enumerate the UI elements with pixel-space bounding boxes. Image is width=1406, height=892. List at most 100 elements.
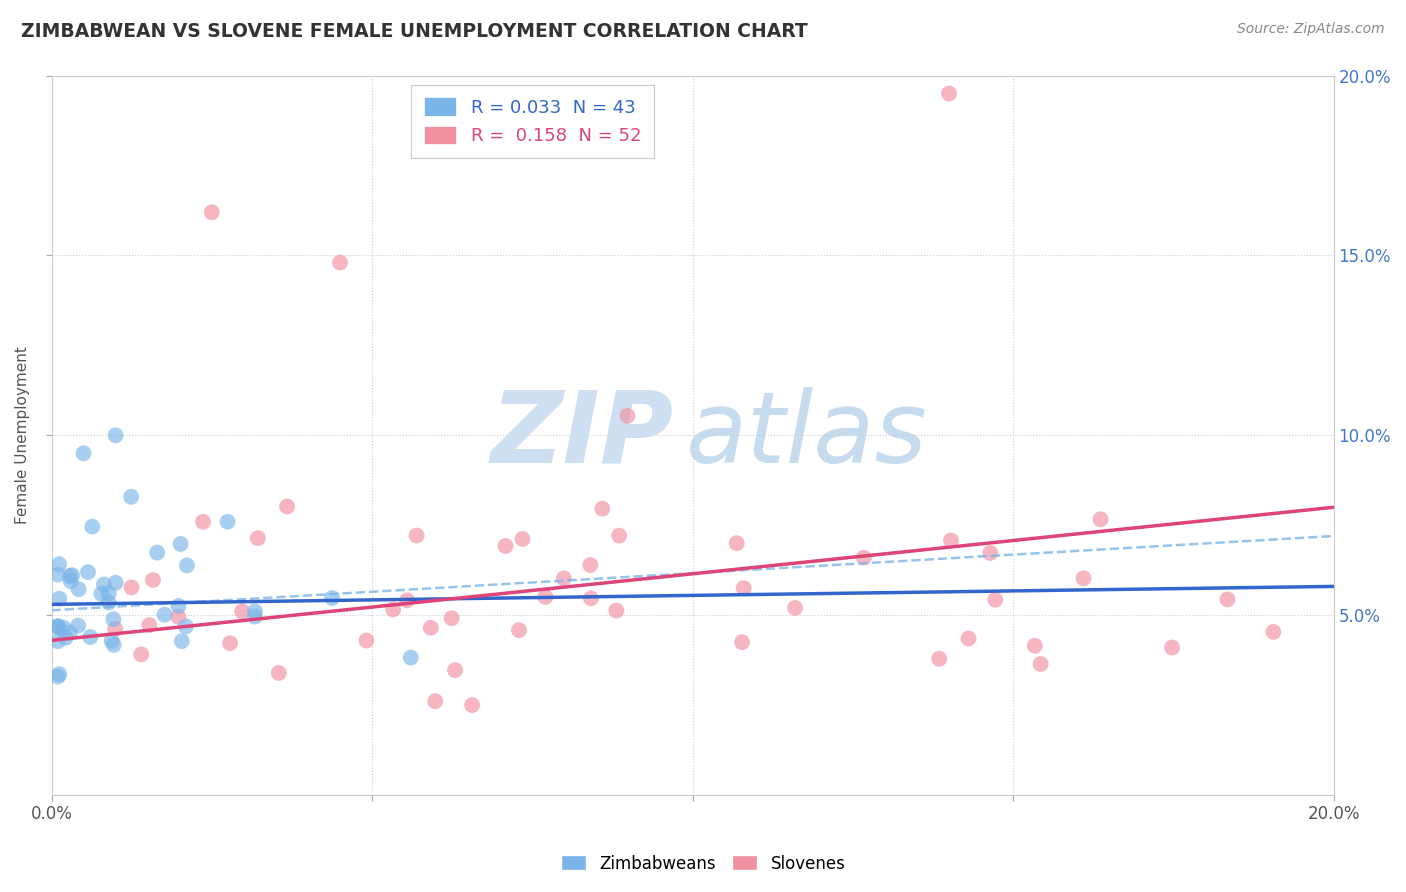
Point [979, 546, 1001, 560]
Point [46, 619, 69, 633]
Point [329, 255, 352, 269]
Point [104, 428, 127, 442]
Point [419, 621, 441, 635]
Point [67, 618, 90, 632]
Point [382, 602, 405, 616]
Text: atlas: atlas [686, 387, 928, 483]
Point [55, 631, 77, 645]
Point [852, 550, 875, 565]
Point [77, 565, 100, 579]
Point [219, 636, 242, 650]
Point [72, 446, 94, 460]
Point [167, 609, 190, 624]
Point [396, 593, 419, 607]
Point [1090, 512, 1112, 526]
Point [508, 623, 530, 637]
Point [146, 546, 169, 560]
Point [399, 650, 422, 665]
Point [138, 618, 160, 632]
Point [938, 87, 960, 101]
Point [731, 635, 754, 649]
Point [534, 590, 557, 604]
Point [321, 591, 343, 605]
Legend: R = 0.033  N = 43, R =  0.158  N = 52: R = 0.033 N = 43, R = 0.158 N = 52 [411, 85, 654, 158]
Point [246, 531, 269, 545]
Point [267, 665, 290, 680]
Point [928, 652, 950, 666]
Point [191, 515, 214, 529]
Point [607, 528, 630, 542]
Point [67, 582, 90, 597]
Point [733, 581, 755, 595]
Point [231, 604, 253, 618]
Point [97, 595, 120, 609]
Point [579, 558, 602, 572]
Point [579, 591, 602, 606]
Point [103, 638, 125, 652]
Text: ZIMBABWEAN VS SLOVENE FEMALE UNEMPLOYMENT CORRELATION CHART: ZIMBABWEAN VS SLOVENE FEMALE UNEMPLOYMEN… [21, 22, 808, 41]
Point [243, 604, 266, 618]
Point [46, 567, 69, 582]
Point [120, 490, 142, 504]
Point [984, 592, 1007, 607]
Point [444, 663, 467, 677]
Point [79, 630, 101, 644]
Point [725, 536, 748, 550]
Point [170, 634, 193, 648]
Point [48, 591, 70, 606]
Point [276, 500, 298, 514]
Point [605, 604, 627, 618]
Point [1029, 657, 1052, 671]
Point [46, 634, 69, 648]
Point [100, 633, 122, 648]
Point [48, 667, 70, 681]
Point [616, 409, 638, 423]
Point [52, 621, 75, 635]
Point [495, 539, 517, 553]
Point [97, 586, 120, 600]
Point [512, 532, 534, 546]
Point [59, 569, 82, 583]
Point [46, 669, 69, 683]
Point [461, 698, 484, 712]
Point [1073, 571, 1095, 585]
Point [1161, 640, 1184, 655]
Text: Source: ZipAtlas.com: Source: ZipAtlas.com [1237, 22, 1385, 37]
Point [121, 581, 143, 595]
Point [356, 633, 378, 648]
Point [82, 519, 104, 533]
Point [243, 609, 266, 624]
Point [440, 611, 463, 625]
Point [783, 601, 806, 615]
Point [174, 619, 197, 633]
Point [104, 575, 127, 590]
Point [60, 568, 83, 582]
Text: ZIP: ZIP [491, 387, 673, 483]
Point [48, 557, 70, 571]
Point [153, 607, 176, 622]
Point [425, 694, 447, 708]
Point [553, 571, 575, 585]
Point [1216, 592, 1239, 607]
Point [939, 533, 962, 548]
Point [59, 574, 82, 589]
Point [46, 620, 69, 634]
Point [131, 648, 153, 662]
Point [93, 577, 115, 591]
Point [169, 537, 191, 551]
Point [104, 622, 127, 636]
Point [167, 599, 190, 613]
Point [1024, 639, 1046, 653]
Point [103, 612, 125, 626]
Point [957, 632, 980, 646]
Point [46, 619, 69, 633]
Point [142, 573, 165, 587]
Point [591, 501, 613, 516]
Point [90, 587, 112, 601]
Point [217, 515, 239, 529]
Point [201, 205, 224, 219]
Legend: Zimbabweans, Slovenes: Zimbabweans, Slovenes [554, 848, 852, 880]
Point [405, 528, 427, 542]
Point [59, 625, 82, 640]
Y-axis label: Female Unemployment: Female Unemployment [15, 346, 30, 524]
